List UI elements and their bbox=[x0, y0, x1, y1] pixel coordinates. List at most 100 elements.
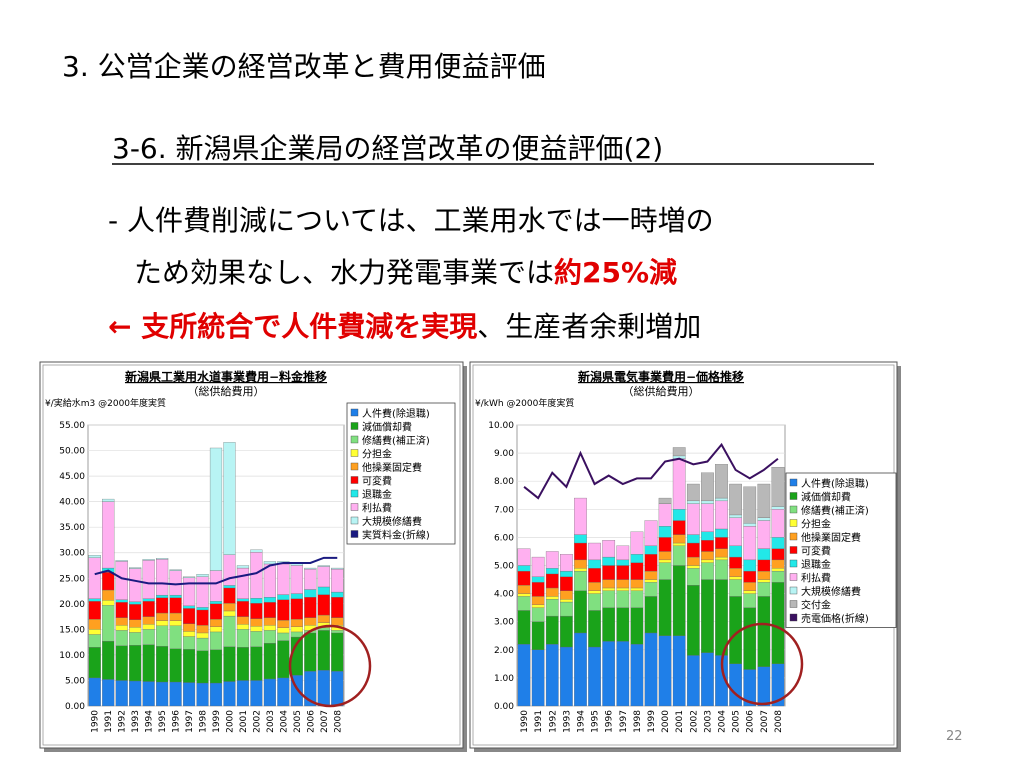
bar-segment bbox=[701, 551, 714, 561]
legend-box bbox=[346, 402, 456, 545]
bar-segment bbox=[304, 597, 317, 618]
line-series bbox=[94, 556, 338, 586]
bar-segment bbox=[223, 610, 236, 617]
x-tick-label: 2000 bbox=[661, 710, 671, 733]
legend-swatch bbox=[350, 530, 359, 538]
bar-segment bbox=[602, 540, 616, 558]
bar-segment bbox=[169, 681, 182, 707]
y-tick-label: 8.00 bbox=[494, 477, 514, 487]
bar-segment bbox=[142, 616, 155, 625]
bar-segment bbox=[743, 570, 757, 583]
bar-segment bbox=[672, 635, 686, 707]
bar-segment bbox=[517, 565, 531, 572]
bar-segment bbox=[517, 644, 531, 707]
legend-swatch bbox=[789, 600, 798, 608]
y-tick-label: 35.00 bbox=[59, 523, 85, 533]
bar-segment bbox=[630, 531, 644, 555]
y-tick-label: 0.00 bbox=[65, 702, 85, 712]
bar-segment bbox=[115, 630, 128, 646]
bar-segment bbox=[223, 587, 236, 604]
bar-segment bbox=[129, 680, 142, 707]
legend-label: 大規模修繕費 bbox=[801, 585, 861, 598]
bar-segment bbox=[560, 601, 573, 617]
bar-segment bbox=[236, 647, 250, 681]
legend-swatch bbox=[789, 546, 798, 554]
bar-segment bbox=[290, 631, 303, 638]
bar-segment bbox=[701, 472, 714, 502]
legend-label: 大規模修繕費 bbox=[362, 515, 422, 528]
bar-segment bbox=[771, 568, 785, 572]
x-tick-label: 1993 bbox=[131, 710, 141, 733]
bar-segment bbox=[715, 528, 728, 538]
x-tick-label: 1990 bbox=[520, 710, 530, 733]
bar-segment bbox=[102, 640, 115, 680]
bar-segment bbox=[616, 607, 630, 642]
bar-segment bbox=[602, 607, 616, 642]
x-tick-label: 2001 bbox=[675, 710, 685, 733]
legend-swatch bbox=[350, 422, 359, 430]
bar-segment bbox=[757, 520, 771, 549]
legend-swatch bbox=[789, 505, 798, 514]
bar-segment bbox=[574, 570, 587, 591]
bar-segment bbox=[588, 542, 601, 561]
bar-segment bbox=[209, 631, 223, 650]
bar-segment bbox=[658, 526, 672, 538]
bar-segment bbox=[757, 517, 771, 521]
x-tick-label: 1990 bbox=[91, 710, 101, 733]
bar-segment bbox=[88, 647, 101, 679]
bar-segment bbox=[658, 551, 672, 561]
bar-segment bbox=[701, 531, 714, 541]
x-tick-label: 2006 bbox=[746, 710, 756, 733]
y-tick-label: 4.00 bbox=[494, 590, 514, 600]
legend-label: 減価償却費 bbox=[801, 491, 851, 504]
charts: 新潟県工業用水道事業費用−料金推移（総供給費用）¥/実給水m3 @2000年度実… bbox=[39, 361, 901, 752]
bar-segment bbox=[715, 464, 728, 499]
x-tick-label: 2005 bbox=[732, 710, 742, 733]
bar-segment bbox=[630, 587, 644, 591]
highlight-circle bbox=[720, 622, 804, 706]
legend-label: 修繕費(補正済) bbox=[801, 504, 869, 517]
bar-segment bbox=[317, 630, 330, 671]
bar-segment bbox=[672, 542, 686, 546]
bar-segment bbox=[729, 576, 742, 580]
bar-segment bbox=[644, 570, 658, 580]
x-tick-label: 1993 bbox=[562, 710, 572, 733]
bar-segment bbox=[236, 629, 250, 648]
bar-segment bbox=[658, 537, 672, 552]
bar-segment bbox=[701, 652, 714, 707]
bar-segment bbox=[644, 554, 658, 572]
bar-segment bbox=[630, 562, 644, 580]
x-tick-label: 1995 bbox=[591, 710, 601, 733]
bar-segment bbox=[236, 616, 250, 625]
legend-swatch bbox=[789, 586, 798, 595]
bar-segment bbox=[88, 618, 101, 630]
bar-segment bbox=[616, 565, 630, 580]
bar-segment bbox=[156, 558, 169, 560]
page-number: 22 bbox=[946, 729, 963, 744]
bar-segment bbox=[545, 615, 559, 645]
bar-segment bbox=[263, 617, 276, 626]
bar-segment bbox=[574, 590, 587, 634]
bar-segment bbox=[223, 681, 236, 707]
bar-segment bbox=[771, 570, 785, 583]
y-tick-label: 55.00 bbox=[59, 421, 85, 431]
bar-segment bbox=[88, 677, 101, 707]
bar-segment bbox=[757, 570, 771, 580]
bar-segment bbox=[743, 582, 757, 591]
bar-segment bbox=[715, 548, 728, 558]
bar-segment bbox=[169, 620, 182, 626]
bar-segment bbox=[560, 570, 573, 577]
bar-segment bbox=[560, 646, 573, 707]
x-tick-label: 2008 bbox=[774, 710, 784, 733]
x-tick-label: 1992 bbox=[548, 710, 558, 733]
bar-segment bbox=[250, 598, 263, 604]
bar-segment bbox=[115, 617, 128, 626]
bar-segment bbox=[317, 670, 330, 707]
legend-swatch bbox=[350, 503, 359, 511]
bar-segment bbox=[277, 599, 290, 621]
y-tick-label: 50.00 bbox=[59, 447, 85, 457]
bar-segment bbox=[672, 534, 686, 544]
bar-segment bbox=[729, 663, 742, 707]
bar-segment bbox=[331, 671, 344, 707]
bar-segment bbox=[290, 618, 303, 627]
